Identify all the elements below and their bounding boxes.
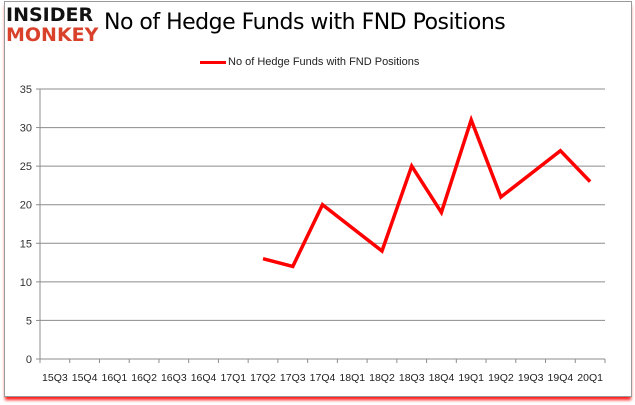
x-tick-label: 18Q3 bbox=[399, 372, 425, 384]
y-tick-label: 35 bbox=[20, 84, 32, 96]
x-tick-label: 19Q3 bbox=[518, 372, 544, 384]
x-tick-label: 18Q2 bbox=[369, 372, 395, 384]
data-series-line bbox=[262, 114, 592, 269]
x-tick-label: 17Q4 bbox=[310, 372, 336, 384]
x-tick-label: 19Q2 bbox=[488, 372, 514, 384]
x-tick-label: 16Q1 bbox=[101, 372, 127, 384]
insider-monkey-logo: INSIDER MONKEY bbox=[6, 4, 99, 46]
y-tick-label: 10 bbox=[20, 277, 32, 289]
x-tick-label: 18Q1 bbox=[339, 372, 365, 384]
x-tick-label: 17Q2 bbox=[250, 372, 276, 384]
chart-frame bbox=[4, 1, 632, 397]
x-tick-label: 15Q3 bbox=[42, 372, 68, 384]
chart-legend: No of Hedge Funds with FND Positions bbox=[200, 56, 419, 68]
x-tick-label: 16Q3 bbox=[161, 372, 187, 384]
x-tick-label: 19Q1 bbox=[458, 372, 484, 384]
x-tick-label: 17Q3 bbox=[280, 372, 306, 384]
logo-line2: MONKEY bbox=[6, 24, 99, 46]
y-tick-label: 0 bbox=[26, 354, 32, 366]
chart-title: No of Hedge Funds with FND Positions bbox=[104, 10, 506, 35]
legend-label: No of Hedge Funds with FND Positions bbox=[228, 56, 420, 68]
y-tick-label: 25 bbox=[20, 161, 32, 173]
legend-line-swatch bbox=[200, 60, 226, 64]
y-tick-label: 30 bbox=[20, 123, 32, 135]
x-tick-label: 16Q2 bbox=[131, 372, 157, 384]
x-tick-label: 17Q1 bbox=[220, 372, 246, 384]
x-tick-label: 18Q4 bbox=[429, 372, 455, 384]
y-tick-label: 15 bbox=[20, 238, 32, 250]
logo-line1: INSIDER bbox=[6, 4, 94, 26]
x-tick-label: 15Q4 bbox=[72, 372, 98, 384]
y-tick-label: 5 bbox=[26, 315, 32, 327]
x-tick-label: 16Q4 bbox=[191, 372, 217, 384]
y-tick-label: 20 bbox=[20, 200, 32, 212]
x-tick-label: 20Q1 bbox=[577, 372, 603, 384]
x-tick-label: 19Q4 bbox=[548, 372, 574, 384]
